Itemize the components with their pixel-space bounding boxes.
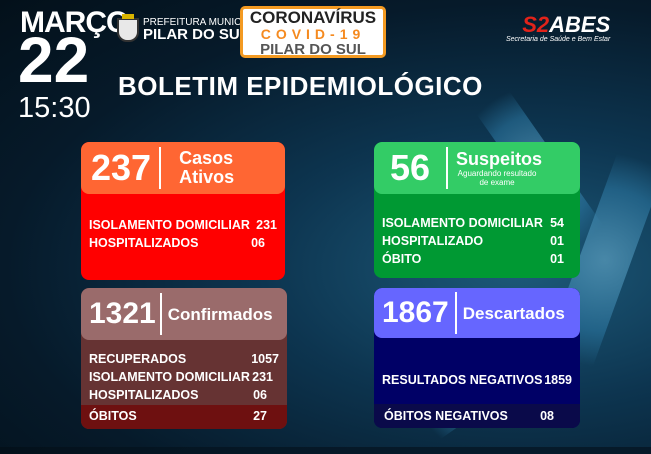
descartados-number: 1867	[374, 292, 457, 334]
stat-label: HOSPITALIZADOS	[89, 236, 199, 250]
page-title: BOLETIM EPIDEMIOLÓGICO	[118, 71, 483, 101]
suspeitos-number: 56	[374, 147, 449, 189]
stat-row: ISOLAMENTO DOMICILIAR 231	[81, 368, 287, 386]
stat-label: ISOLAMENTO DOMICILIAR	[89, 370, 250, 384]
prefeitura-line2: PILAR DO SUL	[143, 26, 249, 43]
card-header: 1321 Confirmados	[81, 288, 287, 340]
stat-value: 08	[540, 409, 554, 423]
stat-label: RESULTADOS NEGATIVOS	[382, 373, 543, 387]
card-confirmados: 1321 Confirmados RECUPERADOS 1057 ISOLAME…	[81, 288, 287, 429]
stat-value: 01	[550, 234, 564, 248]
prefeitura-logo: PREFEITURA MUNICIPAL PILAR DO SUL	[117, 14, 263, 43]
card-suspeitos: 56 Suspeitos Aguardando resultado de exa…	[374, 142, 580, 278]
sabes-subtitle: Secretaria de Saúde e Bem Estar	[506, 36, 611, 43]
stat-value: 231	[252, 370, 273, 384]
stat-label: ÓBITOS	[89, 409, 137, 423]
card-header: 1867 Descartados	[374, 288, 580, 338]
card-header: 237 Casos Ativos	[81, 142, 285, 194]
stat-label: ÓBITOS NEGATIVOS	[384, 409, 508, 423]
stat-value: 1057	[251, 352, 279, 366]
descartados-label: Descartados	[462, 303, 565, 323]
stat-row: ISOLAMENTO DOMICILIAR 231	[81, 216, 285, 234]
stat-value: 01	[550, 252, 564, 266]
prefeitura-line1: PREFEITURA MUNICIPAL	[143, 17, 263, 28]
stat-value: 27	[253, 409, 267, 423]
banner-line1: CORONAVÍRUS	[249, 8, 377, 27]
stat-label: ISOLAMENTO DOMICILIAR	[89, 218, 250, 232]
card-casos-ativos: 237 Casos Ativos ISOLAMENTO DOMICILIAR 231…	[81, 142, 285, 280]
card-header: 56 Suspeitos Aguardando resultado de exa…	[374, 142, 580, 194]
covid-banner: CORONAVÍRUS COVID-19 PILAR DO SUL	[240, 6, 386, 58]
stat-label: HOSPITALIZADO	[382, 234, 484, 248]
crest-icon	[117, 14, 139, 42]
stat-row: ISOLAMENTO DOMICILIAR 54	[374, 214, 580, 232]
stat-value: 06	[253, 388, 267, 402]
banner-line3: PILAR DO SUL	[260, 41, 366, 58]
suspeitos-subtitle: Aguardando resultado de exame	[457, 168, 537, 187]
confirmados-number: 1321	[81, 293, 162, 335]
stat-row: HOSPITALIZADOS 06	[81, 386, 287, 404]
stat-row: HOSPITALIZADOS 06	[81, 234, 285, 252]
banner-line2: COVID-19	[260, 26, 366, 42]
obitos-negativos-row: ÓBITOS NEGATIVOS 08	[374, 404, 580, 428]
stat-label: HOSPITALIZADOS	[89, 388, 199, 402]
stat-row: ÓBITO 01	[374, 250, 580, 268]
label-line1: Casos	[179, 148, 234, 168]
stat-row: RESULTADOS NEGATIVOS 1859	[374, 371, 580, 389]
sabes-logo: S2ABES Secretaria de Saúde e Bem Estar	[506, 12, 611, 44]
month: MARÇO	[20, 6, 129, 39]
stat-row: HOSPITALIZADO 01	[374, 232, 580, 250]
suspeitos-label: Suspeitos	[456, 148, 543, 169]
casos-ativos-number: 237	[81, 147, 162, 189]
sabes-logo-white: ABES	[549, 12, 611, 37]
sabes-logo-red: S2	[522, 12, 550, 37]
card-descartados: 1867 Descartados RESULTADOS NEGATIVOS 185…	[374, 288, 580, 428]
label-line2: Ativos	[179, 167, 235, 187]
day: 22	[18, 24, 90, 96]
obitos-row: ÓBITOS 27	[81, 405, 287, 429]
confirmados-label: Confirmados	[167, 304, 273, 324]
stat-row: RECUPERADOS 1057	[81, 350, 287, 368]
stat-label: ÓBITO	[382, 252, 422, 266]
stat-value: 06	[251, 236, 265, 250]
stat-value: 1859	[544, 373, 572, 387]
time: 15:30	[18, 92, 91, 124]
stat-label: RECUPERADOS	[89, 352, 187, 366]
stat-label: ISOLAMENTO DOMICILIAR	[382, 216, 543, 230]
stat-value: 231	[256, 218, 277, 232]
stat-value: 54	[550, 216, 564, 230]
